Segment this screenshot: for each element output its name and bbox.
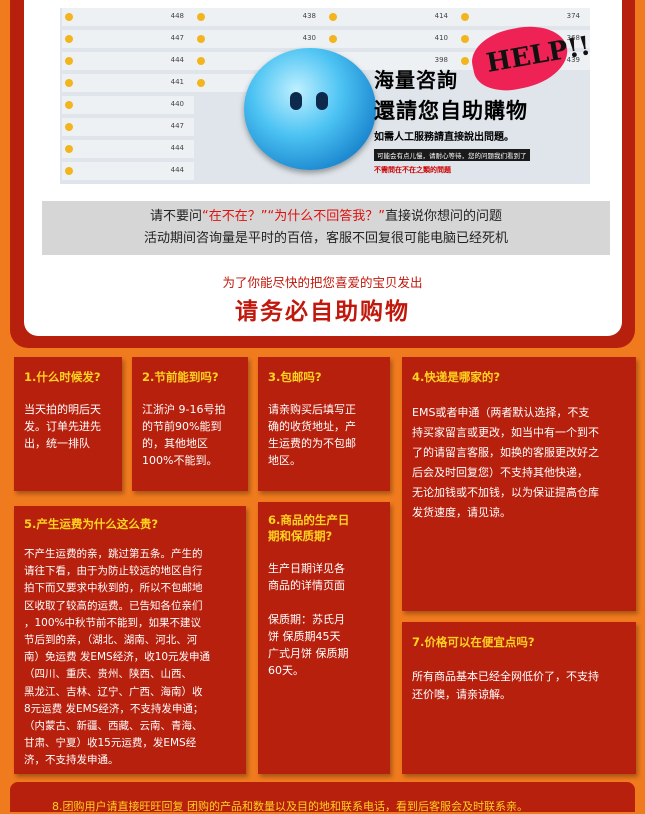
status-dot-icon [65,35,73,43]
status-dot-icon [329,35,337,43]
chat-column: 448 447 444 441 440 447 444 444 [62,8,194,184]
status-dot-icon [65,101,73,109]
chat-row: 441 [62,74,194,92]
ad-note-bar: 可能会有点儿慢，请耐心等待，您的问题我们看到了 [374,149,530,161]
chat-row: 448 [62,8,194,26]
ad-headline: 海量咨詢 [374,68,458,92]
status-dot-icon [65,123,73,131]
faq-box-1: 1.什么时候发? 当天拍的明后天 发。订单先进先 出，统一排队 [14,357,122,491]
chat-row: 410 [326,30,458,48]
faq-question-8: 8.团购用户请直接旺旺回复 团购的产品和数量以及目的地和联系电话，看到后客服会及… [52,800,528,813]
faq-question: 7.价格可以在便宜点吗? [412,635,535,649]
bottom-strip: 8.团购用户请直接旺旺回复 团购的产品和数量以及目的地和联系电话，看到后客服会及… [10,782,635,813]
faq-question: 3.包邮吗? [268,370,322,384]
faq-answer: 江浙沪 9-16号拍 的节前90%能到 的，其他地区 100%不能到。 [142,403,226,467]
ad-warning: 不需問在不在之類的問題 [374,166,451,174]
faq-box-2: 2.节前能到吗? 江浙沪 9-16号拍 的节前90%能到 的，其他地区 100%… [132,357,248,491]
faq-question: 5.产生运费为什么这么贵? [24,517,159,531]
chat-row: 414 [326,8,458,26]
status-dot-icon [461,13,469,21]
notice-banner: 请不要问“在不在？”“为什么不回答我？”直接说你想问的问题 活动期间咨询量是平时… [42,201,610,255]
faq-question: 4.快递是哪家的? [412,370,501,384]
mascot-icon [244,48,376,170]
faq-question: 2.节前能到吗? [142,370,219,384]
ad-headline-2: 還請您自助購物 [374,99,528,123]
status-dot-icon [197,13,205,21]
status-dot-icon [461,35,469,43]
faq-answer: EMS或者申通（两者默认选择，不支 持买家留言或更改，如当中有一个到不 了的请留… [412,406,599,519]
chat-row: 444 [62,162,194,180]
faq-answer: 生产日期详见各 商品的详情页面 保质期：苏氏月 饼 保质期45天 广式月饼 保质… [268,562,349,677]
status-dot-icon [65,145,73,153]
status-dot-icon [197,35,205,43]
status-dot-icon [65,13,73,21]
chat-row: 444 [62,140,194,158]
faq-answer: 当天拍的明后天 发。订单先进先 出，统一排队 [24,403,101,450]
status-dot-icon [197,57,205,65]
status-dot-icon [65,167,73,175]
mascot-eye [290,92,302,110]
chat-column: 414 410 398 [326,8,458,74]
faq-box-5: 5.产生运费为什么这么贵? 不产生运费的亲，跳过第五条。产生的 请往下看，由于为… [14,506,246,774]
status-dot-icon [65,57,73,65]
status-dot-icon [65,79,73,87]
faq-question: 6.商品的生产日 期和保质期? [268,513,350,543]
notice-line-2: 活动期间咨询量是平时的百倍，客服不回复很可能电脑已经死机 [143,231,508,246]
chat-row: 430 [194,30,326,48]
faq-answer: 请亲购买后填写正 确的收货地址，产 生运费的为不包邮 地区。 [268,403,356,467]
faq-answer: 不产生运费的亲，跳过第五条。产生的 请往下看，由于为防止较远的地区自行 拍下而又… [24,548,211,767]
status-dot-icon [197,79,205,87]
faq-question: 1.什么时候发? [24,370,101,384]
status-dot-icon [461,57,469,65]
chat-row: 447 [62,30,194,48]
status-dot-icon [329,13,337,21]
chat-row: 447 [62,118,194,136]
faq-box-6: 6.商品的生产日 期和保质期? 生产日期详见各 商品的详情页面 保质期：苏氏月 … [258,502,390,774]
mascot-eye [316,92,328,110]
ad-text: 海量咨詢 還請您自助購物 如需人工服務請直接說出問題。 可能会有点儿慢，请耐心等… [374,64,594,175]
ad-subline: 如需人工服務請直接說出問題。 [374,132,514,143]
faq-box-7: 7.价格可以在便宜点吗? 所有商品基本已经全网低价了，不支持 还价噢，请亲谅解。 [402,622,636,774]
page-title: 请务必自助购物 [235,299,410,325]
chat-row: 444 [62,52,194,70]
chat-row: 440 [62,96,194,114]
chat-row: 374 [458,8,590,26]
notice-line-1: 请不要问“在不在？”“为什么不回答我？”直接说你想问的问题 [150,209,502,224]
faq-box-3: 3.包邮吗? 请亲购买后填写正 确的收货地址，产 生运费的为不包邮 地区。 [258,357,390,491]
subtitle: 为了你能尽快的把您喜爱的宝贝发出 [222,275,423,290]
faq-box-4: 4.快递是哪家的? EMS或者申通（两者默认选择，不支 持买家留言或更改，如当中… [402,357,636,611]
chat-row: 438 [194,8,326,26]
faq-answer: 所有商品基本已经全网低价了，不支持 还价噢，请亲谅解。 [412,670,599,701]
